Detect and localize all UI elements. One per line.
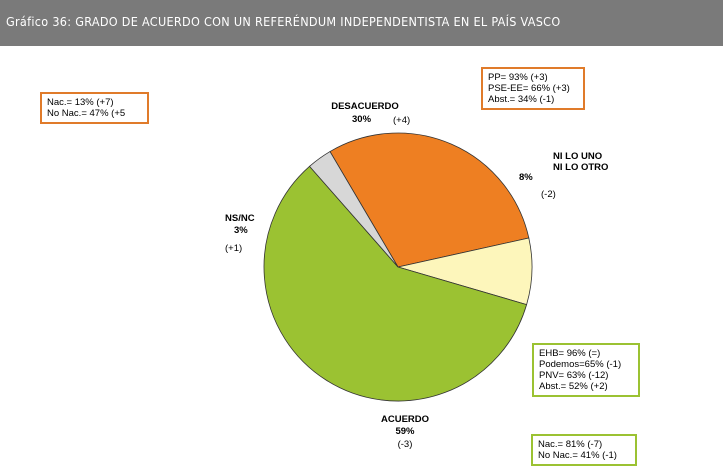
pie-slice-acuerdo (263, 165, 528, 402)
slice-change-desacuerdo: (+4) (393, 115, 411, 126)
annotation-line: Nac.= 13% (+7) (47, 97, 114, 108)
slice-label-nsnc: NS/NC (225, 213, 255, 224)
annotation-line: PNV= 63% (-12) (539, 370, 609, 381)
slice-pct-nsnc: 3% (234, 225, 248, 236)
annotation-desacuerdo-nac: Nac.= 13% (+7) No Nac.= 47% (+5 (40, 92, 149, 124)
annotation-line: Abst.= 34% (-1) (488, 94, 555, 105)
annotation-line: No Nac.= 41% (-1) (538, 450, 617, 461)
slice-label-desacuerdo: DESACUERDO (331, 101, 399, 112)
slice-change-acuerdo: (-3) (397, 439, 413, 450)
annotation-line: PP= 93% (+3) (488, 72, 548, 83)
chart-title: Gráfico 36: GRADO DE ACUERDO CON UN REFE… (6, 14, 561, 29)
annotation-line: EHB= 96% (=) (539, 348, 601, 359)
pie-slice-ns-nc (308, 150, 399, 268)
slice-pct-desacuerdo: 30% (352, 114, 372, 125)
annotation-acuerdo-parties: EHB= 96% (=) Podemos=65% (-1) PNV= 63% (… (532, 343, 640, 397)
slice-label-ni-line2: NI LO OTRO (553, 162, 609, 173)
slice-label-acuerdo: ACUERDO (380, 414, 430, 425)
annotation-line: Podemos=65% (-1) (539, 359, 622, 370)
annotation-acuerdo-nac: Nac.= 81% (-7) No Nac.= 41% (-1) (531, 434, 637, 466)
slice-pct-ni: 8% (519, 172, 533, 183)
slice-pct-acuerdo: 59% (395, 426, 415, 437)
header-bar: Gráfico 36: GRADO DE ACUERDO CON UN REFE… (0, 0, 723, 46)
annotation-line: No Nac.= 47% (+5 (47, 108, 126, 119)
slice-label-ni-line1: NI LO UNO (553, 151, 603, 162)
annotation-line: Nac.= 81% (-7) (538, 439, 603, 450)
annotation-line: PSE-EE= 66% (+3) (488, 83, 570, 94)
annotation-desacuerdo-parties: PP= 93% (+3) PSE-EE= 66% (+3) Abst.= 34%… (481, 67, 585, 110)
slice-change-ni: (-2) (541, 189, 556, 200)
pie-slice-desacuerdo (329, 132, 530, 268)
annotation-line: Abst.= 52% (+2) (539, 381, 608, 392)
slice-change-nsnc: (+1) (225, 243, 243, 254)
